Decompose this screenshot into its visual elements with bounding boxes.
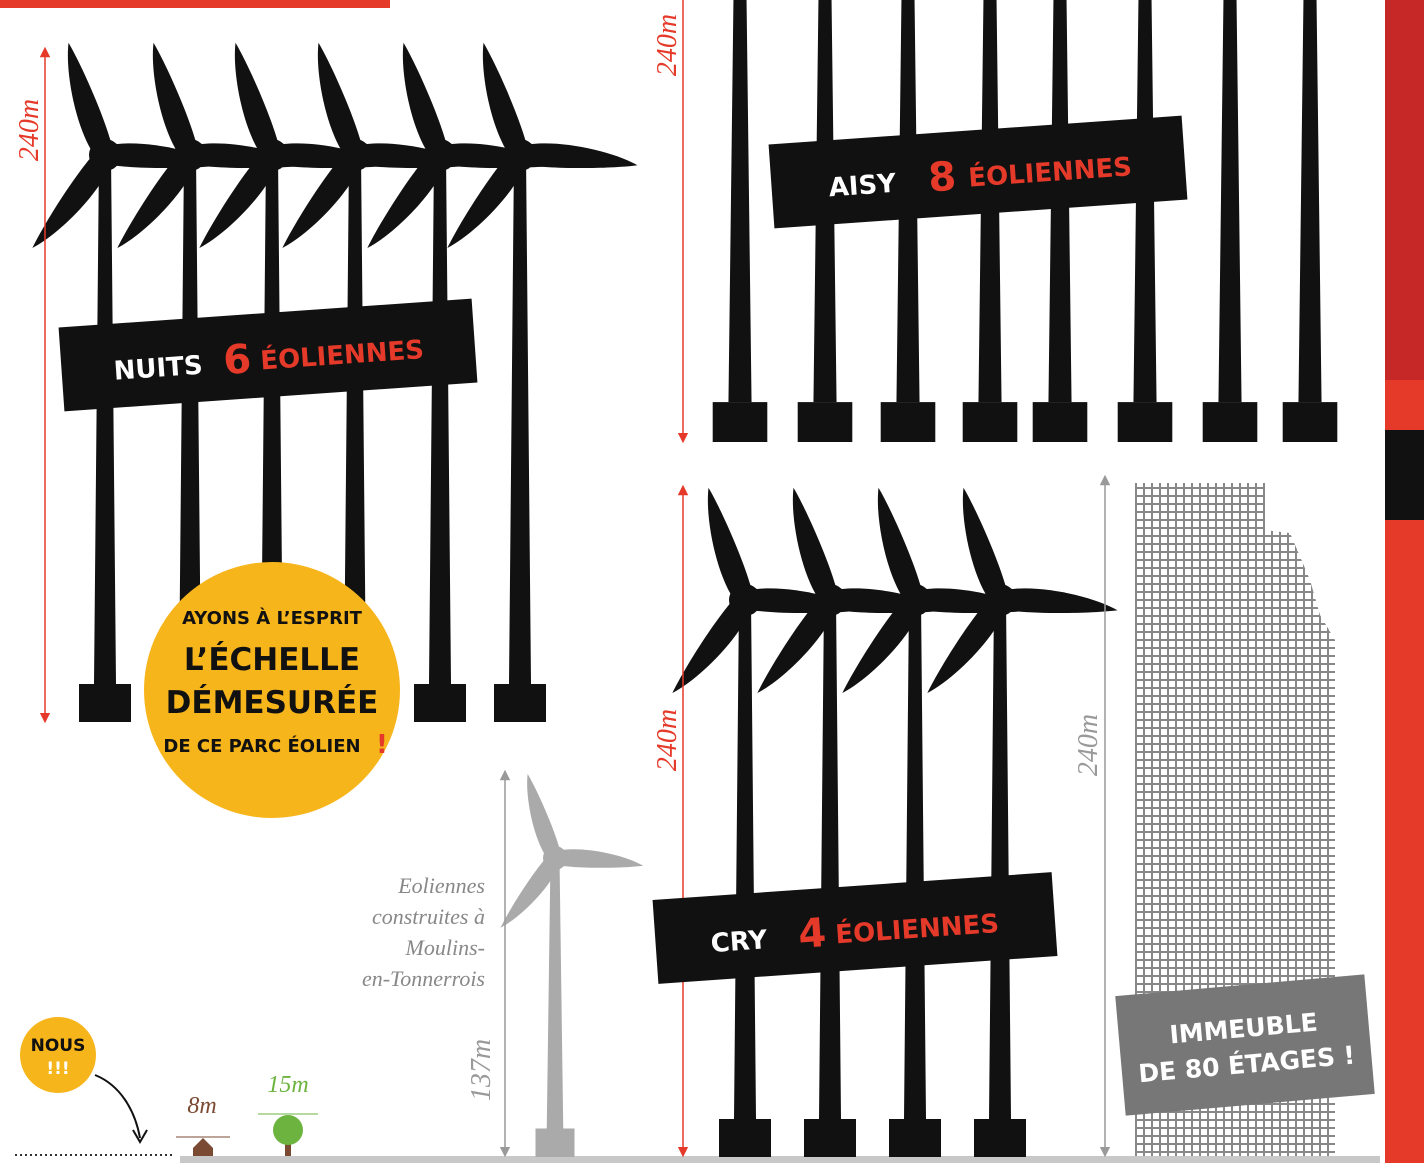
turbine — [920, 485, 1119, 1157]
tower-base — [719, 1119, 771, 1157]
hub — [729, 584, 761, 616]
height-label: 137m — [466, 1039, 497, 1101]
tower-base — [963, 402, 1018, 442]
tower-base — [494, 684, 546, 722]
caption: Moulins- — [405, 935, 485, 960]
turbine — [495, 772, 644, 1157]
tower — [509, 155, 531, 684]
hub — [89, 139, 121, 171]
tower-base — [804, 1119, 856, 1157]
house — [193, 1138, 213, 1156]
caption: en-Tonnerrois — [362, 966, 485, 991]
callout-text: DE CE PARC ÉOLIEN — [163, 735, 360, 757]
turbine — [1283, 0, 1338, 442]
us-label: NOUS — [31, 1036, 86, 1056]
tower-base — [1118, 402, 1173, 442]
height-label: 240m — [652, 709, 683, 771]
hub — [984, 584, 1016, 616]
blade — [519, 141, 639, 175]
hub — [424, 139, 456, 171]
side-stripe — [1385, 380, 1424, 430]
callout-text: DÉMESURÉE — [166, 685, 379, 721]
site-name: AISY — [828, 169, 898, 204]
tower — [989, 600, 1011, 1119]
tower-base — [1283, 402, 1338, 442]
callout-text: L’ÉCHELLE — [184, 642, 360, 678]
site-name: CRY — [710, 925, 770, 959]
tower-base — [798, 402, 853, 442]
hub — [814, 584, 846, 616]
caption: Eoliennes — [397, 873, 485, 898]
turbine — [963, 0, 1018, 442]
house-height: 8m — [187, 1093, 216, 1119]
height-label: 240m — [652, 14, 683, 76]
tower-base — [713, 402, 768, 442]
top-bar — [0, 0, 390, 8]
tower-base — [1033, 402, 1088, 442]
tower — [94, 155, 116, 684]
height-label: 240m — [1073, 714, 1104, 776]
tower-base — [414, 684, 466, 722]
hub — [504, 139, 536, 171]
tower — [547, 858, 564, 1129]
hub — [899, 584, 931, 616]
tower-base — [881, 402, 936, 442]
blade — [999, 586, 1119, 620]
tower — [904, 600, 926, 1119]
tower — [429, 155, 451, 684]
turbine-count: 8 — [927, 154, 958, 202]
tower — [1298, 0, 1321, 402]
us-label: !!! — [46, 1059, 69, 1079]
ground — [180, 1156, 1380, 1163]
tree-crown — [273, 1115, 303, 1145]
us-arrow — [95, 1075, 140, 1138]
building-plate: IMMEUBLE DE 80 ÉTAGES ! — [1115, 974, 1375, 1115]
side-stripe — [1385, 430, 1424, 520]
tree-height: 15m — [267, 1072, 308, 1098]
turbine — [1118, 0, 1173, 442]
tower-base — [889, 1119, 941, 1157]
hub — [174, 139, 206, 171]
name-plate: NUITS 6 ÉOLIENNES — [59, 299, 478, 412]
tower-base — [1203, 402, 1258, 442]
tower — [819, 600, 841, 1119]
turbine — [1033, 0, 1088, 442]
infographic: 240m 240m 240m 240m 137m NUITS 6 ÉOLIENN… — [0, 0, 1424, 1163]
callout-exclaim: ! — [376, 730, 388, 760]
hub — [543, 846, 567, 870]
side-stripe — [1385, 520, 1424, 1163]
site-name: NUITS — [113, 351, 204, 387]
height-label: 240m — [14, 99, 45, 161]
turbine-count: 6 — [222, 336, 253, 384]
tower — [1218, 0, 1241, 402]
caption: construites à — [372, 904, 485, 929]
turbine — [1203, 0, 1258, 442]
turbine — [713, 0, 768, 442]
tower — [734, 600, 756, 1119]
tower-base — [536, 1129, 575, 1158]
tower-base — [974, 1119, 1026, 1157]
side-stripe — [1385, 0, 1424, 380]
tower — [728, 0, 751, 402]
hub — [339, 139, 371, 171]
turbine — [881, 0, 936, 442]
turbine-count: 4 — [797, 910, 828, 958]
tower-base — [79, 684, 131, 722]
blade — [554, 847, 644, 873]
hub — [256, 139, 288, 171]
callout-text: AYONS À L’ESPRIT — [182, 607, 363, 629]
